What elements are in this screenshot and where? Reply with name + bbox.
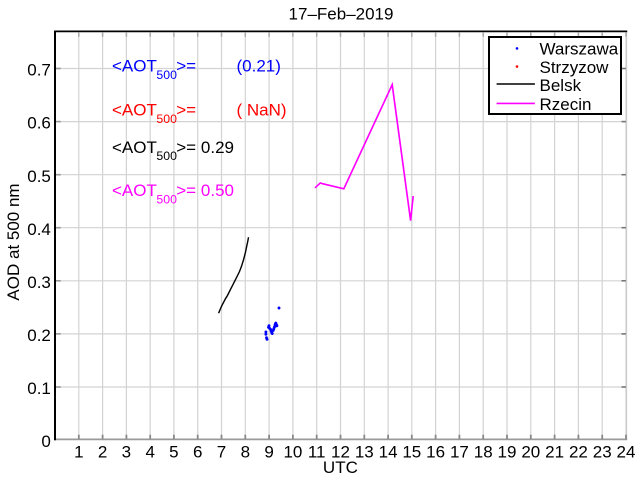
svg-text:>=: >= (176, 101, 196, 120)
svg-text:0.29: 0.29 (201, 138, 234, 157)
svg-text:AOD at 500 nm: AOD at 500 nm (4, 183, 23, 300)
svg-text:<AOT: <AOT (112, 138, 157, 157)
svg-text:0.3: 0.3 (27, 273, 51, 292)
svg-text:0.4: 0.4 (27, 220, 51, 239)
svg-text:0.6: 0.6 (27, 114, 51, 133)
svg-text:5: 5 (169, 443, 178, 462)
svg-text:3: 3 (122, 443, 131, 462)
svg-text:4: 4 (145, 443, 154, 462)
svg-text:500: 500 (156, 192, 177, 206)
svg-text:0: 0 (41, 432, 50, 451)
svg-text:500: 500 (156, 112, 177, 126)
svg-text:11: 11 (308, 443, 326, 462)
svg-text:19: 19 (498, 443, 517, 462)
svg-text:1: 1 (74, 443, 83, 462)
svg-text:18: 18 (474, 443, 493, 462)
svg-text:17–Feb–2019: 17–Feb–2019 (289, 5, 394, 24)
svg-text:UTC: UTC (323, 458, 358, 477)
svg-text:13: 13 (355, 443, 374, 462)
svg-text:24: 24 (617, 443, 636, 462)
svg-text:Strzyzow: Strzyzow (540, 58, 610, 77)
svg-text:<AOT: <AOT (112, 101, 157, 120)
svg-text:16: 16 (426, 443, 445, 462)
svg-text:Warszawa: Warszawa (540, 39, 619, 58)
svg-text:0.2: 0.2 (27, 326, 51, 345)
svg-text:0.1: 0.1 (27, 379, 51, 398)
svg-text:9: 9 (264, 443, 273, 462)
svg-text:21: 21 (545, 443, 564, 462)
svg-text:<AOT: <AOT (112, 181, 157, 200)
svg-text:17: 17 (450, 443, 469, 462)
svg-text:12: 12 (331, 443, 350, 462)
svg-text:>=: >= (176, 138, 196, 157)
svg-text:>=: >= (176, 181, 196, 200)
svg-text:8: 8 (241, 443, 250, 462)
svg-text:2: 2 (98, 443, 107, 462)
svg-text:>=: >= (176, 57, 196, 76)
svg-text:0.5: 0.5 (27, 167, 51, 186)
svg-text:20: 20 (521, 443, 540, 462)
svg-text:15: 15 (402, 443, 421, 462)
svg-text:7: 7 (217, 443, 226, 462)
svg-text:( NaN): ( NaN) (237, 101, 287, 120)
svg-text:22: 22 (569, 443, 588, 462)
svg-text:<AOT: <AOT (112, 57, 157, 76)
svg-text:500: 500 (156, 149, 177, 163)
svg-text:14: 14 (379, 443, 398, 462)
svg-text:23: 23 (593, 443, 612, 462)
svg-text:6: 6 (193, 443, 202, 462)
svg-text:10: 10 (283, 443, 302, 462)
svg-text:500: 500 (156, 68, 177, 82)
svg-text:Rzecin: Rzecin (540, 95, 592, 114)
svg-text:Belsk: Belsk (540, 76, 582, 95)
svg-text:0.7: 0.7 (27, 61, 51, 80)
svg-text:0.50: 0.50 (201, 181, 234, 200)
svg-text:(0.21): (0.21) (237, 57, 281, 76)
